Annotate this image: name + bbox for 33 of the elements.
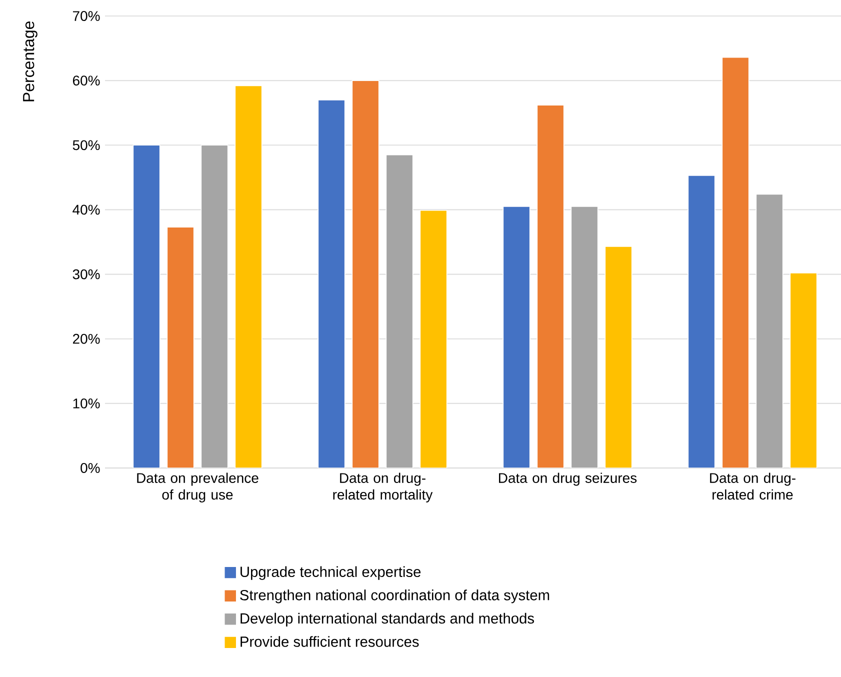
x-tick-label: Data on drug-related crime: [710, 472, 796, 500]
legend-label: Upgrade technical expertise: [240, 566, 421, 580]
y-axis-title: Percentage: [23, 21, 38, 102]
bar: [570, 206, 598, 468]
bar: [420, 210, 448, 468]
bar: [352, 80, 380, 468]
bar: [502, 206, 530, 468]
bar: [604, 246, 632, 468]
bar: [318, 100, 346, 468]
y-tick-label: 40%: [72, 204, 100, 215]
bar: [386, 154, 414, 468]
bar: [756, 194, 784, 468]
y-tick-label: 20%: [72, 334, 100, 344]
legend-label: Develop international standards and methods: [240, 612, 534, 627]
bar: [200, 144, 228, 468]
x-tick-label: Data on drug-related mortality: [333, 472, 433, 502]
bar: [536, 104, 564, 468]
x-tick-label: Data on prevalence of drug use: [137, 472, 258, 502]
y-tick-label: 50%: [72, 140, 100, 150]
bar: [722, 56, 750, 468]
bar: [790, 272, 818, 468]
y-tick-label: 10%: [73, 398, 100, 408]
y-tick-label: 70%: [72, 11, 100, 21]
y-tick-label: 30%: [72, 269, 100, 280]
legend-label: Provide sufficient resources: [240, 636, 419, 647]
bar: [132, 144, 160, 468]
x-tick-label: Data on drug seizures: [499, 472, 637, 486]
bar: [166, 226, 194, 468]
bar: [234, 85, 262, 468]
y-tick-label: 0%: [80, 463, 100, 473]
bar: [688, 175, 716, 468]
legend-label: Strengthen national coordination of data system: [240, 590, 550, 604]
y-tick-label: 60%: [72, 76, 100, 86]
